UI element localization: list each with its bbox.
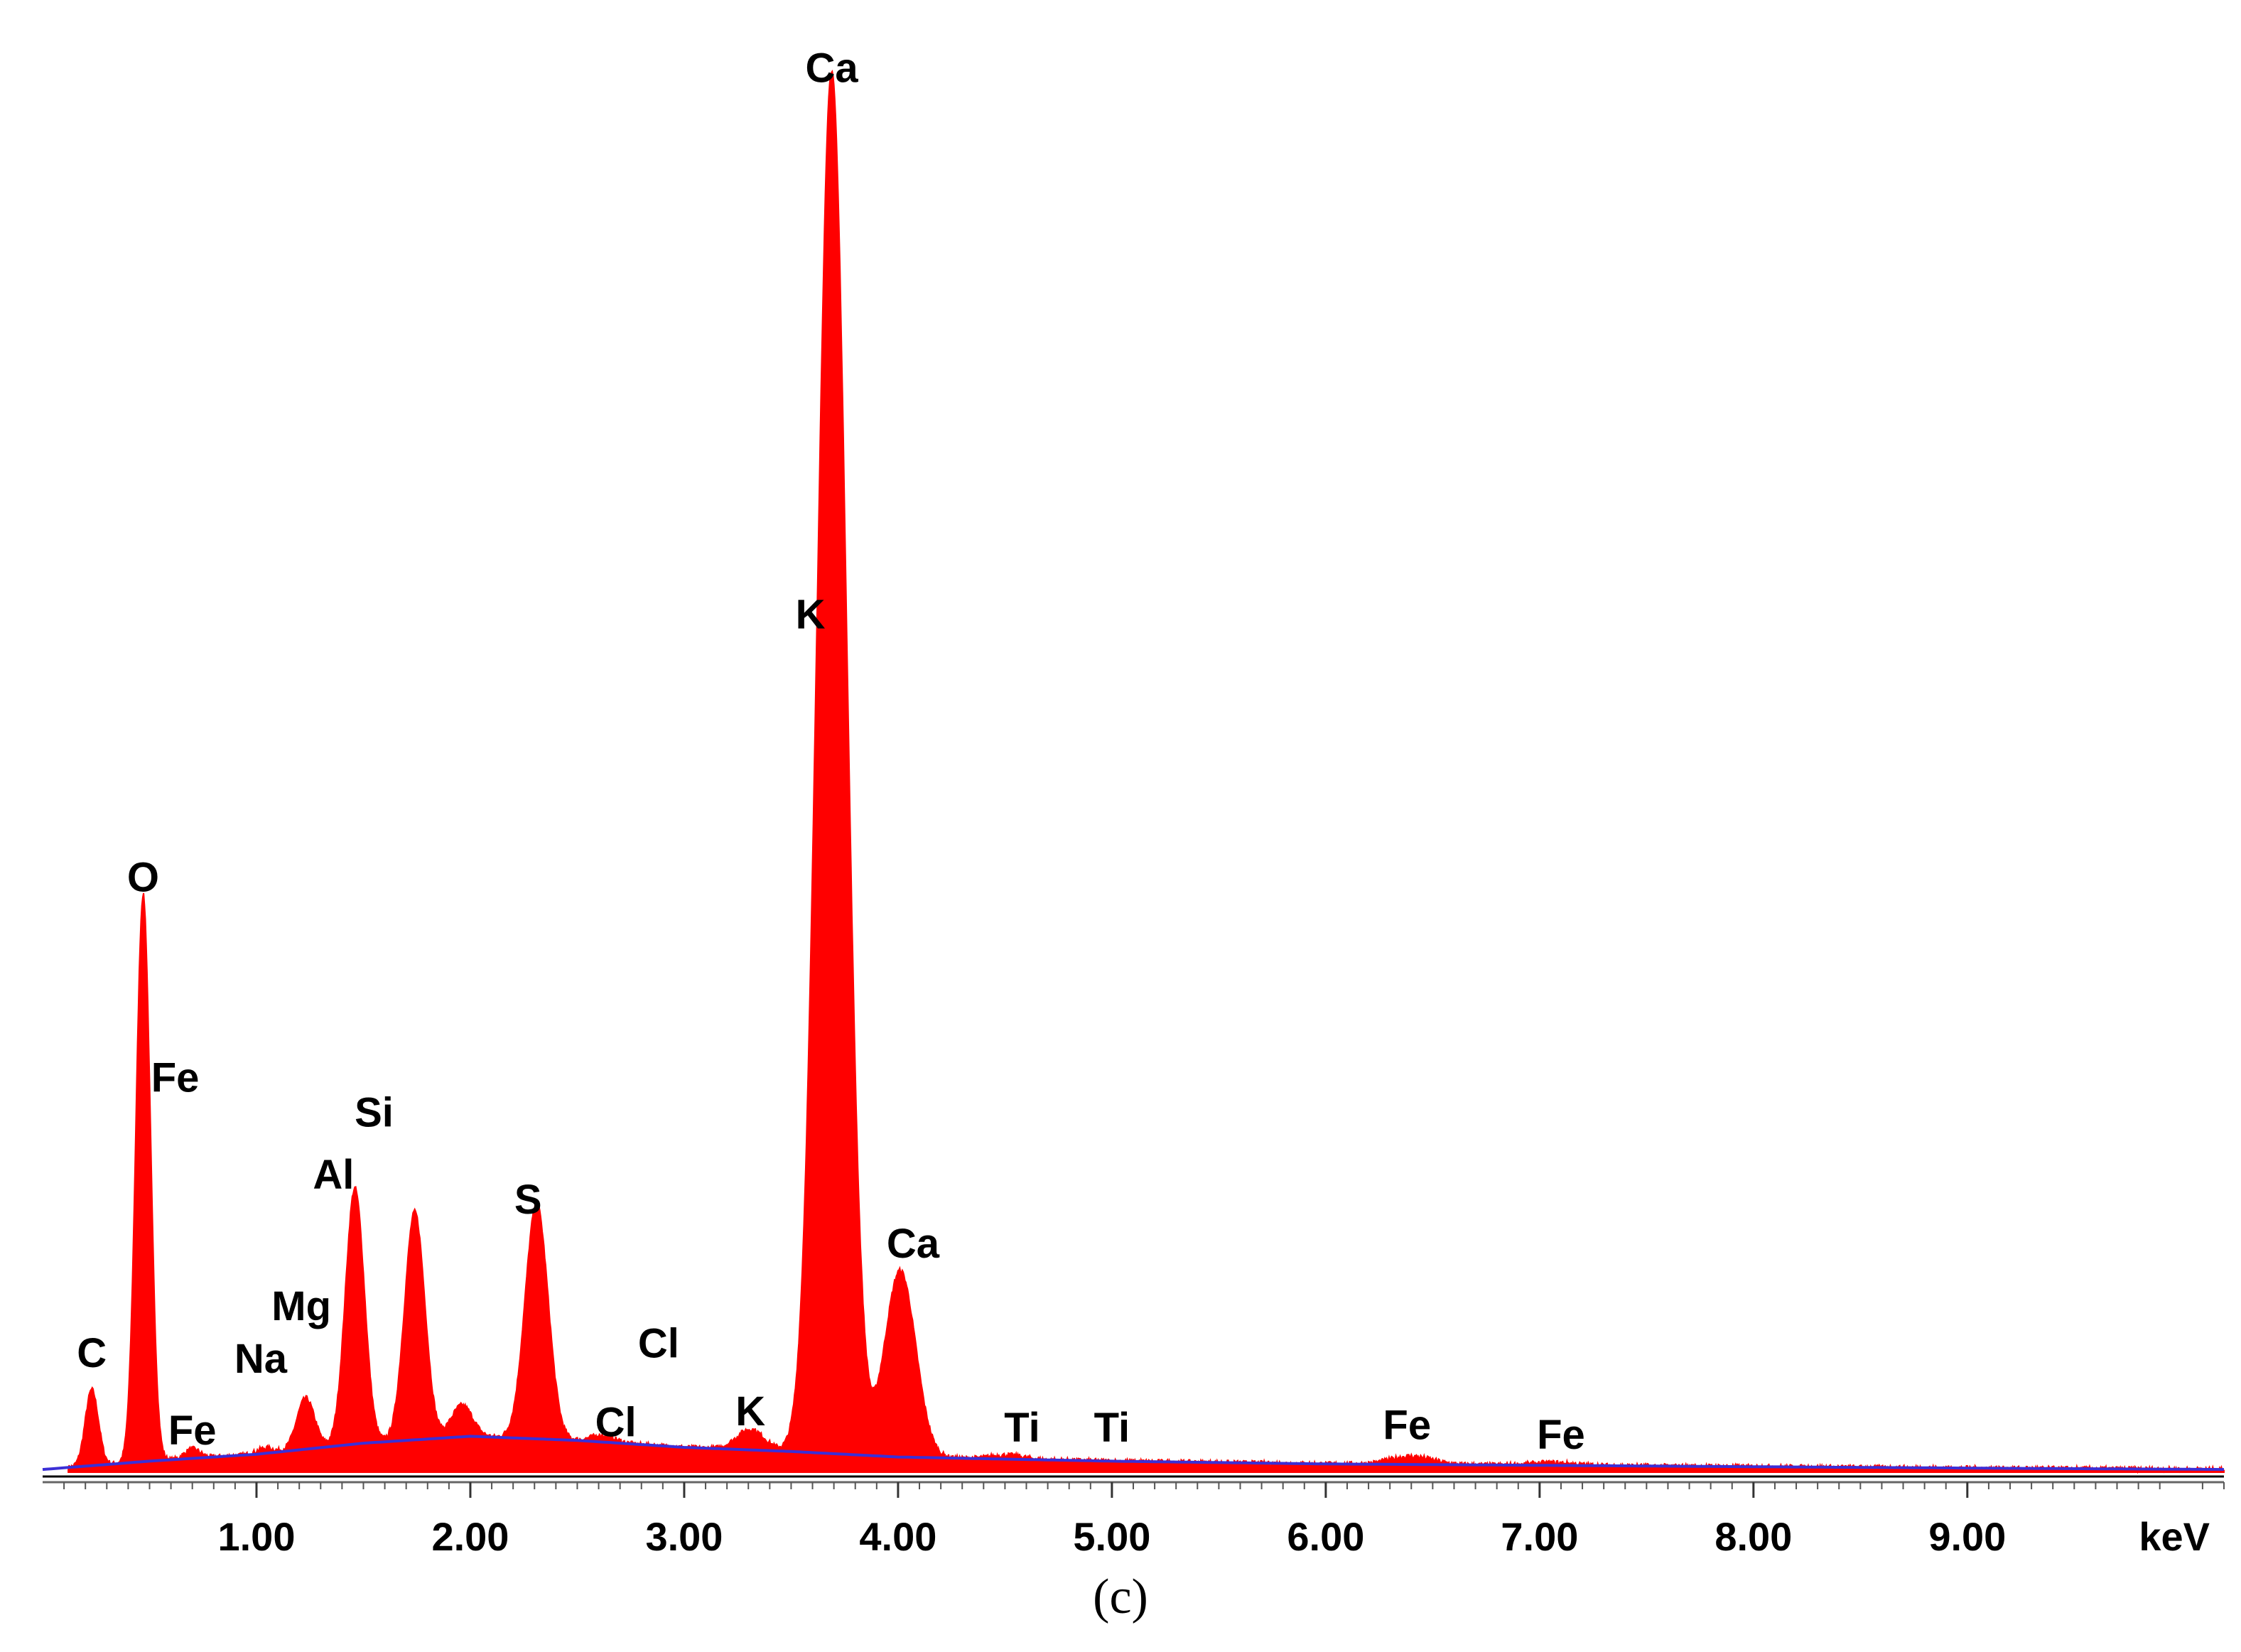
peak-label: Mg: [271, 1283, 331, 1329]
x-axis-tick-label: 3.00: [645, 1514, 723, 1559]
peak-label: S: [514, 1177, 542, 1223]
x-axis-tick-label: 5.00: [1073, 1514, 1150, 1559]
plot-area: [42, 69, 2225, 1474]
x-axis-minor-ticks: [63, 1482, 2225, 1489]
peak-label: Ca: [887, 1221, 940, 1267]
peak-label: Si: [355, 1089, 394, 1135]
peak-label: Ti: [1004, 1405, 1040, 1451]
x-axis-unit-label: keV: [2139, 1514, 2210, 1559]
x-axis-tick-label: 4.00: [859, 1514, 936, 1559]
peak-label: Cl: [595, 1399, 637, 1445]
peak-label: Ca: [806, 45, 859, 91]
x-axis-tick-label: 8.00: [1714, 1514, 1792, 1559]
x-axis-tick-label: 7.00: [1501, 1514, 1578, 1559]
x-axis-tick-label: 2.00: [431, 1514, 509, 1559]
peak-label: Fe: [1537, 1412, 1585, 1458]
spectrum-area: [68, 69, 2225, 1474]
background-fit-line: [42, 1435, 2224, 1472]
x-axis-tick-label: 9.00: [1928, 1514, 2006, 1559]
peak-label: Fe: [151, 1055, 200, 1101]
x-axis: 1.00 2.00 3.00 4.00 5.00 6.00 7.00 8.00 9.00 keV: [43, 1475, 2225, 1559]
peak-label: O: [127, 854, 159, 900]
peak-label: Fe: [168, 1408, 217, 1454]
peak-label: C: [77, 1330, 107, 1376]
x-axis-tick-label: 1.00: [217, 1514, 295, 1559]
peak-label: Na: [234, 1336, 288, 1382]
peak-label: Ti: [1094, 1405, 1130, 1451]
peak-label: Fe: [1383, 1402, 1431, 1448]
figure-caption: (c): [1093, 1570, 1148, 1624]
x-axis-major-ticks: [255, 1482, 1969, 1498]
peak-label: Cl: [638, 1320, 679, 1366]
peak-label: Al: [313, 1152, 354, 1198]
x-axis-tick-labels: 1.00 2.00 3.00 4.00 5.00 6.00 7.00 8.00 9.00: [217, 1514, 2006, 1559]
x-axis-tick-label: 6.00: [1287, 1514, 1364, 1559]
peak-label: K: [735, 1388, 765, 1435]
peak-label: K: [796, 591, 826, 637]
